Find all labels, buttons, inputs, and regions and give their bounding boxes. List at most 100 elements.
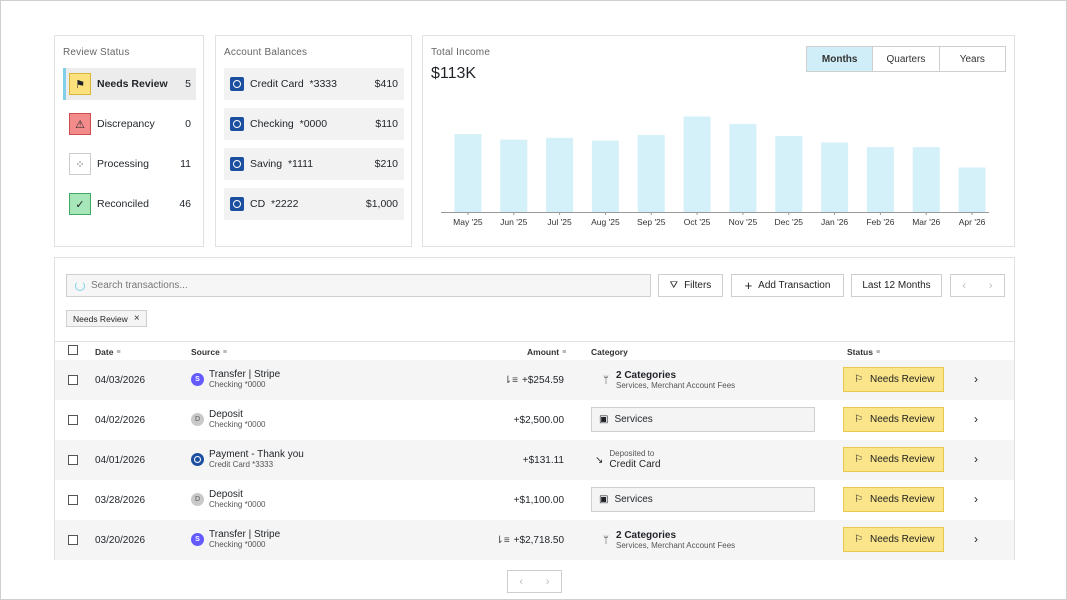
- category-split[interactable]: ᛘ 2 Categories Services, Merchant Account …: [591, 367, 735, 390]
- x-tick-label: Sep '25: [637, 217, 666, 227]
- review-status-count: 46: [179, 198, 191, 210]
- split-transaction-icon: ⇂≡: [495, 535, 510, 546]
- income-bar[interactable]: [866, 147, 894, 212]
- select-all-checkbox[interactable]: [68, 345, 78, 355]
- review-status-count: 5: [185, 78, 191, 90]
- row-checkbox[interactable]: [68, 375, 78, 385]
- transactions-panel: ⛛ Filters + Add Transaction Last 12 Mont…: [54, 257, 1015, 560]
- table-header: Date ≡ Source ≡ Amount ≡ Category Status…: [55, 341, 1014, 359]
- prev-page-icon[interactable]: ‹: [519, 575, 524, 588]
- status-button[interactable]: ⚐ Needs Review: [843, 487, 944, 512]
- income-bar[interactable]: [637, 135, 665, 212]
- income-bar[interactable]: [546, 137, 574, 212]
- x-tick-label: Feb '26: [866, 217, 894, 227]
- table-row[interactable]: 04/01/2026 Payment - Thank you Credit Card…: [55, 440, 1014, 480]
- table-row[interactable]: 04/02/2026 D Deposit Checking *0000 +$2,500.…: [55, 400, 1014, 440]
- date-range-button[interactable]: Last 12 Months: [851, 274, 942, 297]
- row-category[interactable]: ↘ Deposited to Credit Card: [591, 447, 661, 471]
- row-category[interactable]: ▣ Services: [591, 407, 815, 432]
- header-source[interactable]: Source ≡: [191, 347, 227, 357]
- income-bar[interactable]: [454, 134, 482, 212]
- period-quarters-button[interactable]: Quarters: [873, 47, 940, 71]
- review-status-needs-review[interactable]: ⚑ Needs Review 5: [63, 68, 196, 100]
- sort-icon: ≡: [562, 348, 567, 356]
- plus-icon: +: [744, 278, 753, 293]
- status-label: Needs Review: [869, 454, 935, 465]
- account-item[interactable]: Checking *0000 $110: [224, 108, 404, 140]
- review-status-processing[interactable]: ⁘ Processing 11: [63, 148, 196, 180]
- search-box[interactable]: [66, 274, 651, 297]
- amount-value: +$131.11: [522, 455, 564, 466]
- account-item[interactable]: Saving *1111 $210: [224, 148, 404, 180]
- category-deposit[interactable]: ↘ Deposited to Credit Card: [591, 447, 661, 471]
- review-status-count: 11: [180, 158, 191, 170]
- chevron-right-icon[interactable]: ›: [974, 412, 978, 426]
- row-checkbox[interactable]: [68, 415, 78, 425]
- header-amount-label: Amount: [527, 347, 560, 357]
- add-transaction-button[interactable]: + Add Transaction: [731, 274, 844, 297]
- row-date: 04/03/2026: [95, 375, 146, 386]
- table-row[interactable]: 03/28/2026 D Deposit Checking *0000 +$1,100.…: [55, 480, 1014, 520]
- chevron-right-icon[interactable]: ›: [974, 452, 978, 466]
- search-input[interactable]: [91, 280, 631, 291]
- income-bar[interactable]: [729, 123, 757, 212]
- category-split[interactable]: ᛘ 2 Categories Services, Merchant Account …: [591, 527, 735, 550]
- split-transaction-icon: ⇂≡: [503, 375, 518, 386]
- next-page-icon[interactable]: ›: [988, 279, 993, 292]
- flag-icon: ⚐: [854, 494, 863, 505]
- flag-icon: ⚐: [854, 414, 863, 425]
- chevron-right-icon[interactable]: ›: [974, 532, 978, 546]
- category-select[interactable]: ▣ Services: [591, 407, 815, 432]
- row-checkbox[interactable]: [68, 495, 78, 505]
- category-title: 2 Categories: [616, 370, 677, 381]
- table-row[interactable]: 03/20/2026 S Transfer | Stripe Checking *00…: [55, 520, 1014, 560]
- remove-filter-icon[interactable]: ×: [133, 313, 140, 324]
- period-years-button[interactable]: Years: [959, 53, 985, 65]
- row-date: 04/01/2026: [95, 455, 146, 466]
- filters-button[interactable]: ⛛ Filters: [658, 274, 723, 297]
- status-label: Needs Review: [869, 374, 935, 385]
- income-bar[interactable]: [683, 116, 711, 212]
- income-bar[interactable]: [958, 167, 986, 212]
- income-bar[interactable]: [775, 135, 803, 212]
- row-category[interactable]: ▣ Services: [591, 487, 815, 512]
- prev-page-icon[interactable]: ‹: [962, 279, 967, 292]
- table-row[interactable]: 04/03/2026 S Transfer | Stripe Checking *00…: [55, 360, 1014, 400]
- status-button[interactable]: ⚐ Needs Review: [843, 447, 944, 472]
- account-name: Credit Card *3333: [250, 78, 337, 90]
- status-button[interactable]: ⚐ Needs Review: [843, 407, 944, 432]
- bottom-pager: ‹ ›: [507, 570, 562, 593]
- period-months-button[interactable]: Months: [807, 47, 874, 71]
- income-bar[interactable]: [912, 147, 940, 212]
- income-bar[interactable]: [500, 139, 528, 212]
- header-date[interactable]: Date ≡: [95, 347, 121, 357]
- filter-chip-label: Needs Review: [73, 313, 128, 324]
- row-source: Payment - Thank you Credit Card *3333: [191, 449, 304, 469]
- header-status[interactable]: Status ≡: [847, 347, 880, 357]
- total-income-card: Total Income $113K Months Quarters Years M…: [422, 35, 1015, 247]
- row-source: D Deposit Checking *0000: [191, 409, 265, 429]
- warning-icon: ⚠: [69, 113, 91, 135]
- row-checkbox[interactable]: [68, 455, 78, 465]
- next-page-icon[interactable]: ›: [545, 575, 550, 588]
- deposit-avatar-icon: D: [191, 492, 204, 506]
- chevron-right-icon[interactable]: ›: [974, 372, 978, 386]
- account-item[interactable]: CD *2222 $1,000: [224, 188, 404, 220]
- flag-icon: ⚐: [854, 454, 863, 465]
- account-item[interactable]: Credit Card *3333 $410: [224, 68, 404, 100]
- row-category[interactable]: ᛘ 2 Categories Services, Merchant Account …: [591, 367, 735, 390]
- review-status-discrepancy[interactable]: ⚠ Discrepancy 0: [63, 108, 196, 140]
- income-bar[interactable]: [821, 142, 849, 212]
- source-text: Transfer | Stripe Checking *0000: [209, 529, 280, 549]
- status-button[interactable]: ⚐ Needs Review: [843, 527, 944, 552]
- status-button[interactable]: ⚐ Needs Review: [843, 367, 944, 392]
- row-checkbox[interactable]: [68, 535, 78, 545]
- row-category[interactable]: ᛘ 2 Categories Services, Merchant Account …: [591, 527, 735, 550]
- header-amount[interactable]: Amount ≡: [527, 347, 566, 357]
- review-status-reconciled[interactable]: ✓ Reconciled 46: [63, 188, 196, 220]
- income-bar[interactable]: [591, 140, 619, 212]
- chevron-right-icon[interactable]: ›: [974, 492, 978, 506]
- review-status-count: 0: [185, 118, 191, 130]
- x-tick-label: Jan '26: [821, 217, 848, 227]
- category-select[interactable]: ▣ Services: [591, 487, 815, 512]
